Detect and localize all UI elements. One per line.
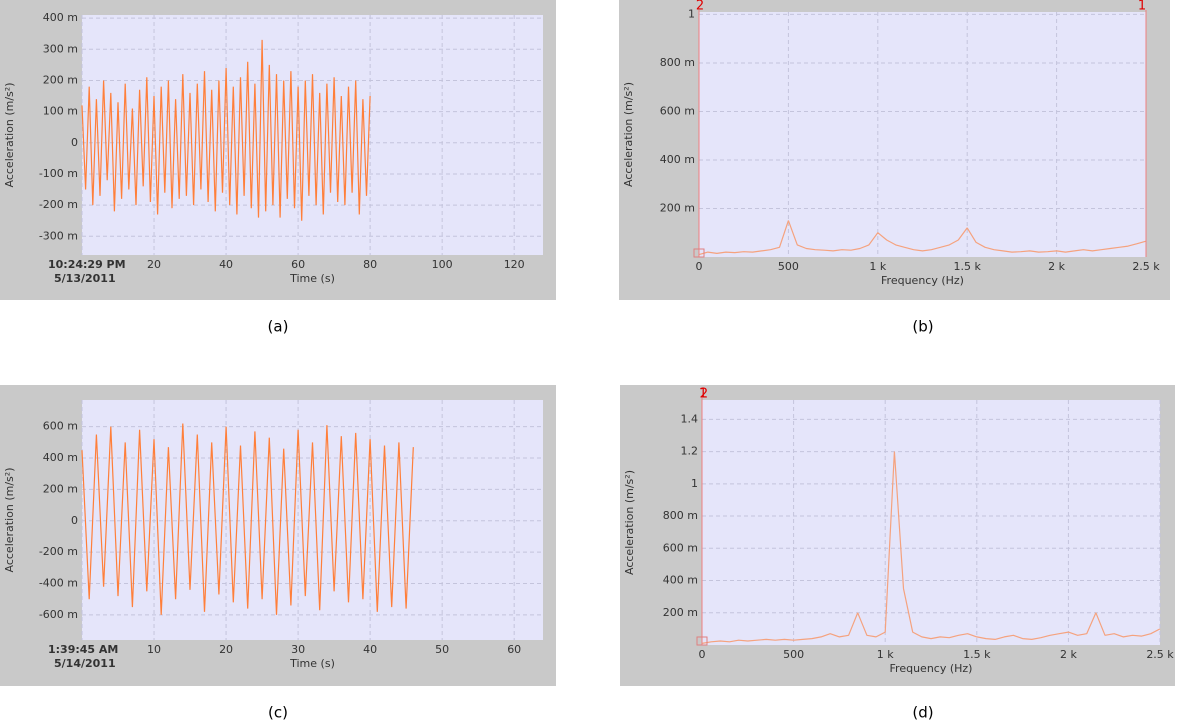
x-tick-label: 1:39:45 AM	[48, 643, 118, 656]
cursor-label: 2	[696, 0, 704, 14]
y-tick-label: 300 m	[43, 42, 78, 55]
y-tick-label: 200 m	[660, 201, 695, 214]
x-tick-label: 60	[507, 643, 521, 656]
plot-area	[702, 400, 1160, 645]
x-axis-label: Frequency (Hz)	[881, 274, 964, 287]
y-tick-label: 200 m	[663, 606, 698, 619]
y-tick-label: -100 m	[39, 167, 78, 180]
caption: (a)	[268, 318, 289, 336]
x-tick-label: 500	[778, 260, 799, 273]
y-tick-label: 400 m	[663, 574, 698, 587]
cursor-box	[696, 636, 708, 646]
x-tick-label: 40	[363, 643, 377, 656]
y-tick-label: 1	[688, 7, 695, 20]
series-line	[81, 39, 371, 221]
y-tick-label: 1.4	[681, 412, 699, 425]
cursor-label: 2	[700, 387, 708, 402]
x-axis-label: Frequency (Hz)	[890, 662, 973, 675]
cursor-box	[693, 248, 705, 258]
x-tick-label: 40	[219, 258, 233, 271]
x-axis-label: Time (s)	[289, 272, 335, 285]
cursor-label: 1	[699, 387, 707, 402]
y-tick-label: 600 m	[660, 104, 695, 117]
x-tick-label: 1.5 k	[963, 648, 991, 661]
start-date: 5/14/2011	[54, 657, 116, 670]
plot-area	[82, 15, 543, 255]
x-tick-label: 20	[147, 258, 161, 271]
y-tick-label: 800 m	[660, 56, 695, 69]
x-tick-label: 60	[291, 258, 305, 271]
y-axis-label: Acceleration (m/s²)	[3, 83, 16, 188]
y-axis-label: Acceleration (m/s²)	[623, 470, 636, 575]
y-tick-label: -200 m	[39, 198, 78, 211]
x-tick-label: 2.5 k	[1146, 648, 1174, 661]
y-tick-label: -600 m	[39, 608, 78, 621]
y-tick-label: 0	[71, 514, 78, 527]
y-tick-label: 600 m	[43, 420, 78, 433]
caption: (b)	[912, 318, 933, 336]
y-tick-label: 1.2	[681, 445, 699, 458]
x-tick-label: 1 k	[869, 260, 886, 273]
y-tick-label: 400 m	[660, 153, 695, 166]
x-tick-label: 10:24:29 PM	[48, 258, 126, 271]
y-tick-label: 0	[71, 136, 78, 149]
x-tick-label: 0	[699, 648, 706, 661]
start-date: 5/13/2011	[54, 272, 116, 285]
x-axis-label: Time (s)	[289, 657, 335, 670]
x-tick-label: 50	[435, 643, 449, 656]
series-line	[81, 423, 414, 615]
y-tick-label: 400 m	[43, 11, 78, 24]
plot-area	[82, 400, 543, 640]
x-tick-label: 1 k	[877, 648, 894, 661]
x-tick-label: 30	[291, 643, 305, 656]
y-tick-label: 100 m	[43, 105, 78, 118]
y-axis-label: Acceleration (m/s²)	[3, 468, 16, 573]
x-tick-label: 2.5 k	[1132, 260, 1160, 273]
y-tick-label: 800 m	[663, 509, 698, 522]
y-tick-label: 200 m	[43, 73, 78, 86]
cursor-label: 1	[1138, 0, 1146, 14]
y-tick-label: -300 m	[39, 229, 78, 242]
y-tick-label: 400 m	[43, 451, 78, 464]
x-tick-label: 20	[219, 643, 233, 656]
caption: (c)	[268, 704, 288, 722]
x-tick-label: 0	[696, 260, 703, 273]
y-axis-label: Acceleration (m/s²)	[622, 82, 635, 187]
y-tick-label: -200 m	[39, 545, 78, 558]
caption: (d)	[912, 704, 933, 722]
series-line	[701, 451, 1161, 644]
x-tick-label: 100	[432, 258, 453, 271]
x-tick-label: 2 k	[1048, 260, 1065, 273]
x-tick-label: 2 k	[1060, 648, 1077, 661]
y-tick-label: 600 m	[663, 541, 698, 554]
y-tick-label: -400 m	[39, 577, 78, 590]
plot-area	[699, 12, 1146, 257]
x-tick-label: 1.5 k	[954, 260, 982, 273]
y-tick-label: 1	[691, 477, 698, 490]
x-tick-label: 10	[147, 643, 161, 656]
x-tick-label: 80	[363, 258, 377, 271]
x-tick-label: 120	[504, 258, 525, 271]
x-tick-label: 500	[783, 648, 804, 661]
series-line	[698, 220, 1147, 256]
y-tick-label: 200 m	[43, 482, 78, 495]
